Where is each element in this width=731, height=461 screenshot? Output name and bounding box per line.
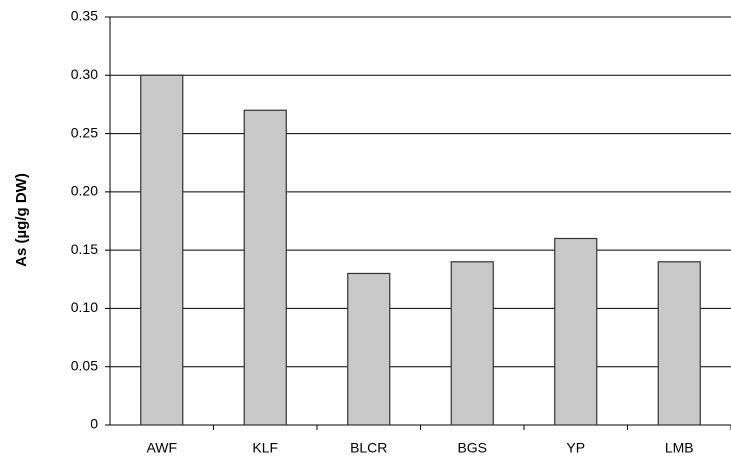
bar [140,74,184,426]
bar [347,272,391,426]
bar [450,261,494,426]
y-axis-label: As (µg/g DW) [13,173,30,267]
x-tick-label: BLCR [350,440,387,456]
y-tick-label: 0.05 [71,357,98,373]
y-tick-label: 0.15 [71,241,98,257]
y-tick-label: 0.30 [71,66,98,82]
x-tick-label: AWF [146,440,177,456]
y-tick-label: 0 [90,416,98,432]
x-tick-label: YP [566,440,585,456]
x-tick-label: BGS [457,440,487,456]
bar [243,109,287,426]
bar [554,237,598,426]
y-tick-label: 0.25 [71,124,98,140]
x-tick-label: LMB [665,440,694,456]
x-tick-label: KLF [252,440,278,456]
y-tick-label: 0.10 [71,299,98,315]
bar [657,261,701,426]
y-tick-label: 0.35 [71,8,98,24]
y-tick-label: 0.20 [71,183,98,199]
